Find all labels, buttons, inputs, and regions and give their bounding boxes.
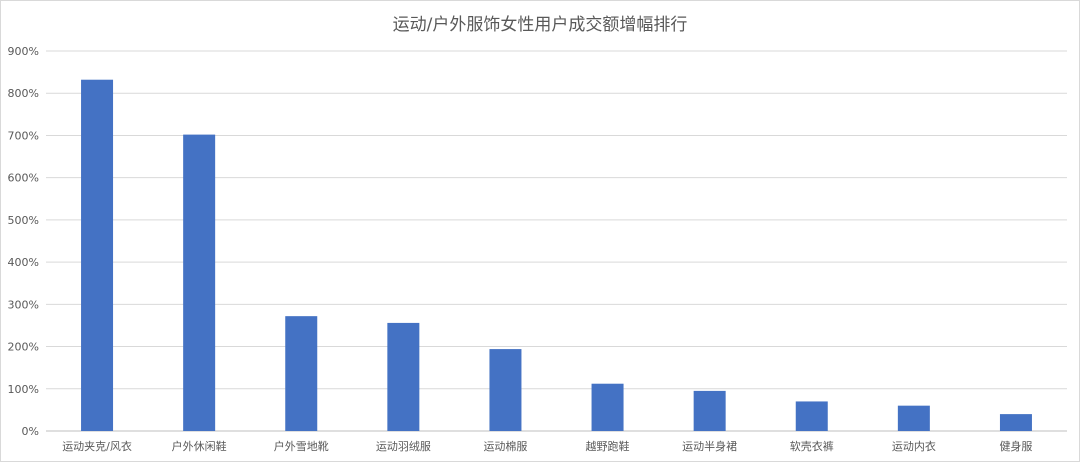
y-tick-label: 200% xyxy=(8,341,39,354)
x-tick-label: 运动内衣 xyxy=(892,439,936,453)
y-tick-label: 400% xyxy=(8,256,39,269)
bar xyxy=(183,134,216,431)
x-tick-label: 运动棉服 xyxy=(483,439,527,453)
x-tick-label: 软壳衣裤 xyxy=(790,439,834,453)
x-tick-label: 运动夹克/风衣 xyxy=(62,439,132,453)
bar xyxy=(897,405,930,431)
bar xyxy=(693,390,726,431)
x-tick-label: 运动羽绒服 xyxy=(376,440,431,453)
bar xyxy=(795,401,828,431)
y-tick-label: 700% xyxy=(8,129,39,142)
y-tick-label: 0% xyxy=(22,425,39,438)
x-tick-label: 健身服 xyxy=(999,439,1032,453)
chart-title: 运动/户外服饰女性用户成交额增幅排行 xyxy=(392,15,688,35)
y-tick-label: 600% xyxy=(8,172,39,185)
bar xyxy=(999,414,1032,431)
bar xyxy=(489,349,522,431)
x-tick-label: 户外雪地靴 xyxy=(274,439,329,453)
y-tick-label: 800% xyxy=(8,87,39,100)
bar xyxy=(285,316,318,431)
bar xyxy=(591,383,624,431)
y-tick-label: 300% xyxy=(8,298,39,311)
y-tick-label: 100% xyxy=(8,383,39,396)
x-tick-label: 户外休闲鞋 xyxy=(172,439,227,453)
y-tick-label: 900% xyxy=(8,45,39,58)
y-tick-label: 500% xyxy=(8,214,39,227)
x-tick-label: 运动半身裙 xyxy=(682,439,737,453)
bar xyxy=(81,79,114,431)
bar xyxy=(387,322,420,431)
x-tick-label: 越野跑鞋 xyxy=(586,439,630,453)
